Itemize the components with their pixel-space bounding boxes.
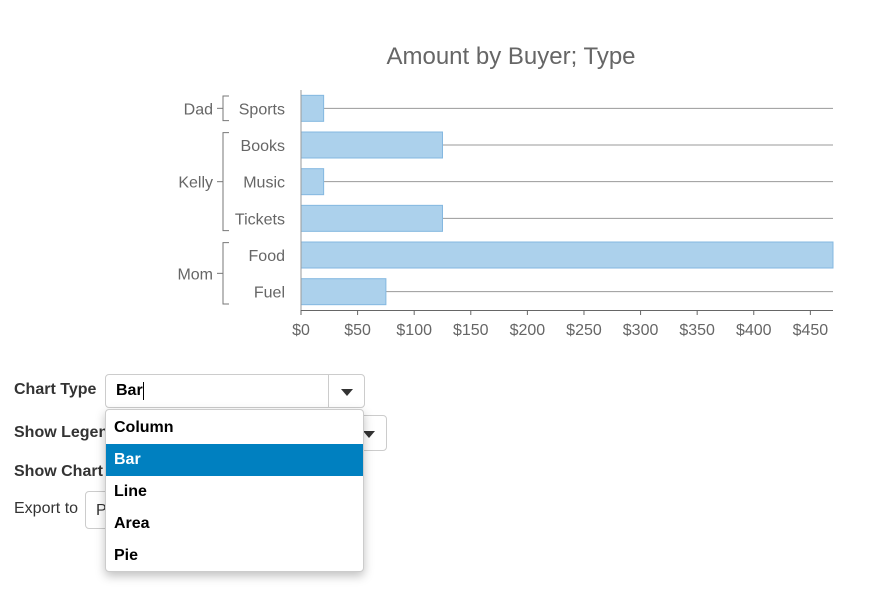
group-bracket	[222, 242, 229, 305]
category-label: Sports	[239, 101, 285, 118]
x-tick-label: $250	[566, 322, 602, 339]
bar-sports	[300, 94, 325, 122]
x-tick-label: $100	[396, 322, 432, 339]
chart-type-input[interactable]: Bar	[116, 375, 144, 407]
category-label: Tickets	[235, 211, 285, 228]
group-label: Dad	[184, 101, 213, 118]
group-bracket	[222, 95, 229, 122]
group-label: Kelly	[178, 175, 213, 192]
category-label: Music	[243, 175, 285, 192]
bar-books	[300, 131, 443, 159]
chevron-down-icon	[363, 431, 375, 438]
option-line[interactable]: Line	[114, 483, 147, 500]
category-label: Books	[241, 138, 285, 155]
x-tick-label: $150	[453, 322, 489, 339]
x-tick-label: $350	[679, 322, 715, 339]
group-bracket	[222, 132, 229, 232]
category-label: Fuel	[254, 285, 285, 302]
export-label: Export to	[14, 500, 79, 517]
bar-fuel	[300, 278, 387, 306]
x-tick-label: $400	[736, 322, 772, 339]
bar-chart: Amount by Buyer; Type Sports Books Music Ti…	[177, 43, 834, 339]
chart-type-combo[interactable]: Bar	[105, 374, 365, 408]
category-label: Food	[249, 248, 285, 265]
option-bar[interactable]: Bar	[106, 444, 363, 476]
x-tick-label: $450	[793, 322, 829, 339]
bar-music	[300, 168, 325, 196]
chart-type-label: Chart Type	[14, 381, 97, 398]
chart-type-value: Bar	[116, 382, 143, 399]
show-chart-label: Show Chart	[14, 463, 103, 480]
chart-title: Amount by Buyer; Type	[386, 43, 635, 70]
chevron-down-icon	[341, 389, 353, 396]
x-tick-label: $200	[510, 322, 546, 339]
option-column[interactable]: Column	[114, 419, 174, 436]
chart-type-dropdown-list: Column Bar Line Area Pie	[105, 409, 364, 572]
bar-food	[300, 241, 834, 269]
option-pie[interactable]: Pie	[114, 547, 139, 564]
x-tick-label: $50	[344, 322, 371, 339]
option-area[interactable]: Area	[114, 515, 150, 532]
group-label: Mom	[177, 266, 213, 283]
text-cursor	[142, 381, 144, 400]
x-tick-label: $300	[623, 322, 659, 339]
show-legend-label: Show Legend	[14, 424, 118, 441]
x-tick-label: $0	[292, 322, 310, 339]
chart-type-dropdown-button[interactable]	[328, 375, 364, 407]
bar-tickets	[300, 204, 443, 232]
